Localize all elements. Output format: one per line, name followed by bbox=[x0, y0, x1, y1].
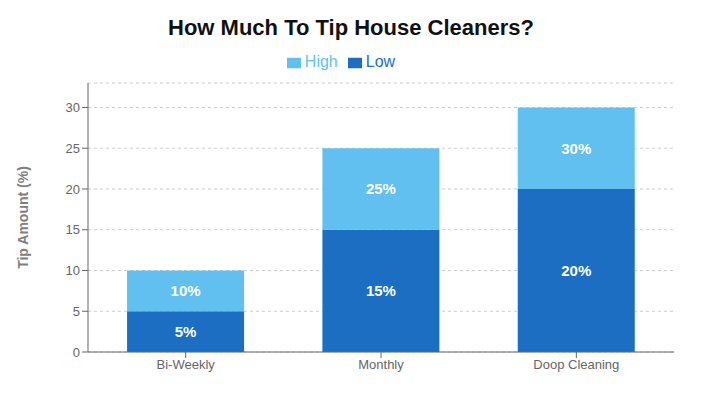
svg-text:Monthly: Monthly bbox=[358, 357, 404, 372]
svg-text:Bi-Weekly: Bi-Weekly bbox=[157, 357, 216, 372]
svg-text:5%: 5% bbox=[175, 323, 197, 340]
svg-text:10: 10 bbox=[66, 263, 80, 278]
svg-text:30: 30 bbox=[66, 100, 80, 115]
svg-text:5: 5 bbox=[73, 304, 80, 319]
svg-text:30%: 30% bbox=[561, 140, 591, 157]
svg-text:Doop Cleaning: Doop Cleaning bbox=[533, 357, 619, 372]
svg-text:20%: 20% bbox=[561, 262, 591, 279]
svg-text:25: 25 bbox=[66, 141, 80, 156]
html-text:Low: Low bbox=[365, 53, 396, 70]
html-text:High: High bbox=[304, 53, 338, 70]
svg-text:15%: 15% bbox=[366, 282, 396, 299]
svg-text:15: 15 bbox=[66, 222, 80, 237]
svg-text:0: 0 bbox=[73, 345, 80, 360]
svg-text:25%: 25% bbox=[366, 180, 396, 197]
svg-text:Tip Amount (%): Tip Amount (%) bbox=[15, 166, 31, 269]
svg-text:10%: 10% bbox=[171, 282, 201, 299]
svg-text:20: 20 bbox=[66, 182, 80, 197]
html-text:How Much To Tip House Cleaners: How Much To Tip House Cleaners? bbox=[168, 15, 534, 40]
